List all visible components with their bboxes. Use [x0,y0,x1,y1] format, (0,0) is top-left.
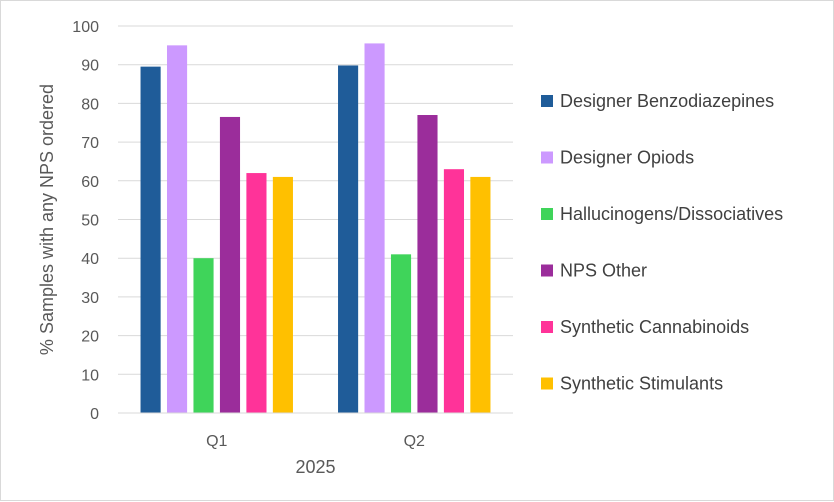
bars [140,43,491,413]
y-axis-title: % Samples with any NPS ordered [37,84,57,355]
legend-label: Synthetic Cannabinoids [560,317,749,337]
legend-label: Designer Opiods [560,148,694,168]
x-tick-label: Q1 [206,433,227,450]
legend-swatch [541,377,553,390]
legend-label: NPS Other [560,261,647,281]
y-tick-label: 90 [81,58,99,75]
legend-label: Designer Benzodiazepines [560,91,774,111]
legend-swatch [541,321,553,333]
x-axis-ticks: Q1 Q2 [206,433,425,450]
bar-designer-benzodiazepines-q2 [338,65,359,413]
bar-hallucinogens-dissociatives-q2 [390,254,412,413]
legend-swatch [541,95,553,107]
legend-swatch [541,208,553,220]
bar-synthetic-cannabinoids-q2 [443,169,465,413]
y-tick-label: 20 [81,329,99,346]
y-tick-label: 70 [81,135,99,152]
legend: Designer Benzodiazepines Designer Opiods H… [541,91,783,394]
y-tick-label: 10 [81,367,99,384]
bar-synthetic-cannabinoids-q1 [246,173,267,413]
legend-swatch [541,151,553,164]
legend-label: Synthetic Stimulants [560,374,723,394]
x-tick-label: Q2 [404,433,425,450]
bar-hallucinogens-dissociatives-q1 [193,258,214,413]
bar-designer-opiods-q1 [166,45,188,413]
bar-nps-other-q2 [417,115,438,413]
bar-synthetic-stimulants-q2 [470,176,491,413]
legend-label: Hallucinogens/Dissociatives [560,204,783,224]
y-tick-label: 30 [81,290,99,307]
legend-swatch [541,264,553,277]
y-axis-ticks: 0 10 20 30 40 50 60 70 80 90 100 [72,19,99,423]
x-axis-title: 2025 [295,457,335,477]
bar-synthetic-stimulants-q1 [272,176,293,413]
y-tick-label: 0 [90,406,99,423]
y-tick-label: 80 [81,96,99,113]
y-tick-label: 60 [81,174,99,191]
y-tick-label: 40 [81,251,99,268]
y-tick-label: 100 [72,19,99,36]
bar-designer-opiods-q2 [364,43,385,413]
y-tick-label: 50 [81,213,99,230]
bar-designer-benzodiazepines-q1 [140,66,161,413]
bar-nps-other-q1 [219,116,241,413]
